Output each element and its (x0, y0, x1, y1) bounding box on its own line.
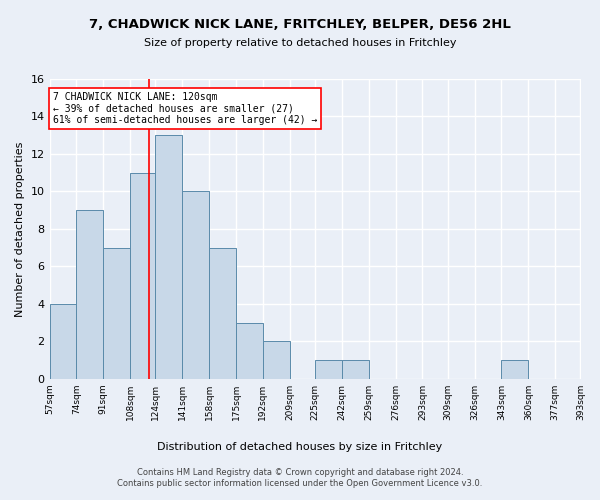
Bar (155, 135, 182, 379)
Y-axis label: Number of detached properties: Number of detached properties (15, 141, 25, 316)
Bar (130, 172, 155, 379)
Text: Distribution of detached houses by size in Fritchley: Distribution of detached houses by size … (157, 442, 443, 452)
Bar (76, 210, 103, 379)
Bar (236, 322, 263, 379)
Bar (342, 360, 369, 379)
Text: 7 CHADWICK NICK LANE: 120sqm
← 39% of detached houses are smaller (27)
61% of se: 7 CHADWICK NICK LANE: 120sqm ← 39% of de… (53, 92, 317, 126)
Bar (209, 248, 236, 379)
Text: 7, CHADWICK NICK LANE, FRITCHLEY, BELPER, DE56 2HL: 7, CHADWICK NICK LANE, FRITCHLEY, BELPER… (89, 18, 511, 30)
Text: Contains HM Land Registry data © Crown copyright and database right 2024.
Contai: Contains HM Land Registry data © Crown c… (118, 468, 482, 487)
Text: Size of property relative to detached houses in Fritchley: Size of property relative to detached ho… (144, 38, 456, 48)
Bar (315, 360, 342, 379)
Bar (502, 360, 529, 379)
Bar (182, 192, 209, 379)
Bar (50, 304, 76, 379)
Bar (103, 248, 130, 379)
Bar (263, 342, 290, 379)
